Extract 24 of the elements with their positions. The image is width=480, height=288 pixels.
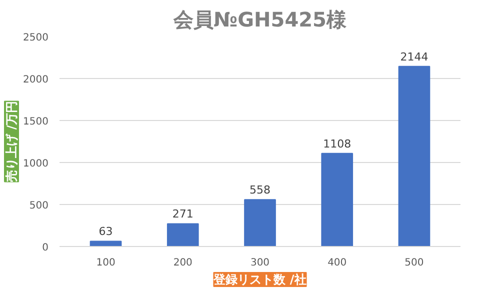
bar: [90, 240, 122, 246]
bar: [244, 199, 276, 246]
x-tick-label: 500: [404, 258, 424, 268]
x-axis-title: 登録リスト数 /社: [212, 272, 306, 286]
bar: [321, 152, 354, 246]
bar: [398, 66, 430, 246]
y-tick-label: 500: [29, 200, 49, 212]
chart-title: 会員№GH5425様: [172, 8, 348, 32]
x-tick-label: 400: [328, 258, 347, 268]
data-label: 2144: [400, 50, 428, 64]
bar: [166, 223, 199, 246]
x-tick-label: 300: [250, 258, 270, 268]
x-tick-label: 100: [96, 258, 116, 268]
x-tick-label: 200: [173, 258, 192, 268]
data-label: 63: [98, 225, 113, 238]
y-tick-label: 1500: [23, 116, 49, 128]
data-label: 558: [250, 184, 270, 197]
y-tick-label: 2000: [23, 74, 49, 86]
data-label: 271: [172, 208, 194, 221]
y-tick-label: 0: [42, 242, 49, 254]
data-label: 1108: [323, 137, 352, 150]
y-tick-label: 1000: [23, 158, 49, 170]
y-axis-title: 売り上げ /万円: [4, 101, 18, 182]
y-tick-label: 2500: [23, 32, 49, 44]
